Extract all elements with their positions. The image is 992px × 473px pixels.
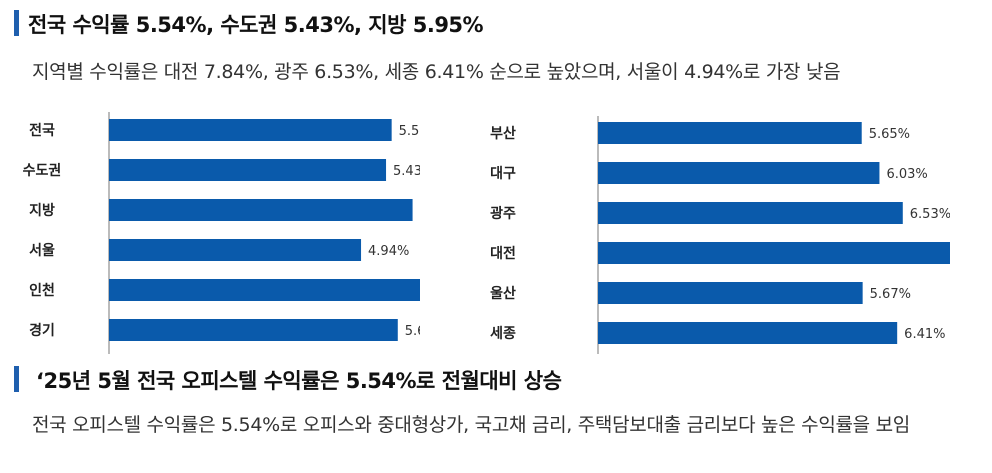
bar [598, 322, 898, 344]
bar [109, 199, 413, 221]
category-label: 광주 [490, 205, 516, 222]
category-label: 부산 [490, 125, 516, 142]
value-label: 5.66% [405, 324, 420, 339]
category-label: 서울 [29, 242, 55, 259]
section2-heading: ‘25년 5월 전국 오피스텔 수익률은 5.54%로 전월대비 상승 [36, 369, 562, 393]
bar [598, 282, 863, 304]
bar [109, 119, 392, 141]
category-label: 대전 [490, 245, 516, 262]
bar [598, 162, 880, 184]
value-label: 6.03% [886, 167, 927, 182]
value-label: 5.67% [870, 287, 911, 302]
bar [109, 239, 362, 261]
value-label: 5.43% [393, 164, 420, 179]
category-label: 지방 [29, 202, 55, 219]
chart-left: 전국5.54%수도권5.43%지방5.95%서울4.94%인천6.17%경기5.… [23, 112, 420, 354]
value-label: 6.41% [904, 327, 945, 342]
category-label: 울산 [490, 285, 516, 302]
bar [598, 202, 903, 224]
section1-heading: 전국 수익률 5.54%, 수도권 5.43%, 지방 5.95% [28, 13, 484, 37]
value-label: 4.94% [368, 244, 409, 259]
value-label: 5.54% [399, 124, 420, 139]
bar [598, 242, 950, 264]
bar [109, 279, 420, 301]
chart-right: 부산5.65%대구6.03%광주6.53%대전7.84%울산5.67%세종6.4… [490, 116, 950, 354]
section1-accent-bar [14, 10, 19, 36]
section2-paragraph: 전국 오피스텔 수익률은 5.54%로 오피스와 중대형상가, 국고채 금리, … [32, 414, 910, 436]
category-label: 인천 [29, 282, 55, 299]
value-label: 6.53% [910, 207, 950, 222]
bar [598, 122, 862, 144]
value-label: 5.65% [869, 127, 910, 142]
category-label: 경기 [29, 322, 55, 339]
bar [109, 319, 398, 341]
section2-accent-bar [14, 366, 19, 392]
category-label: 대구 [490, 166, 516, 182]
category-label: 전국 [29, 122, 55, 139]
category-label: 세종 [490, 326, 516, 342]
category-label: 수도권 [23, 163, 62, 179]
bar [109, 159, 387, 181]
section1-subtitle: 지역별 수익률은 대전 7.84%, 광주 6.53%, 세종 6.41% 순으… [32, 61, 841, 83]
